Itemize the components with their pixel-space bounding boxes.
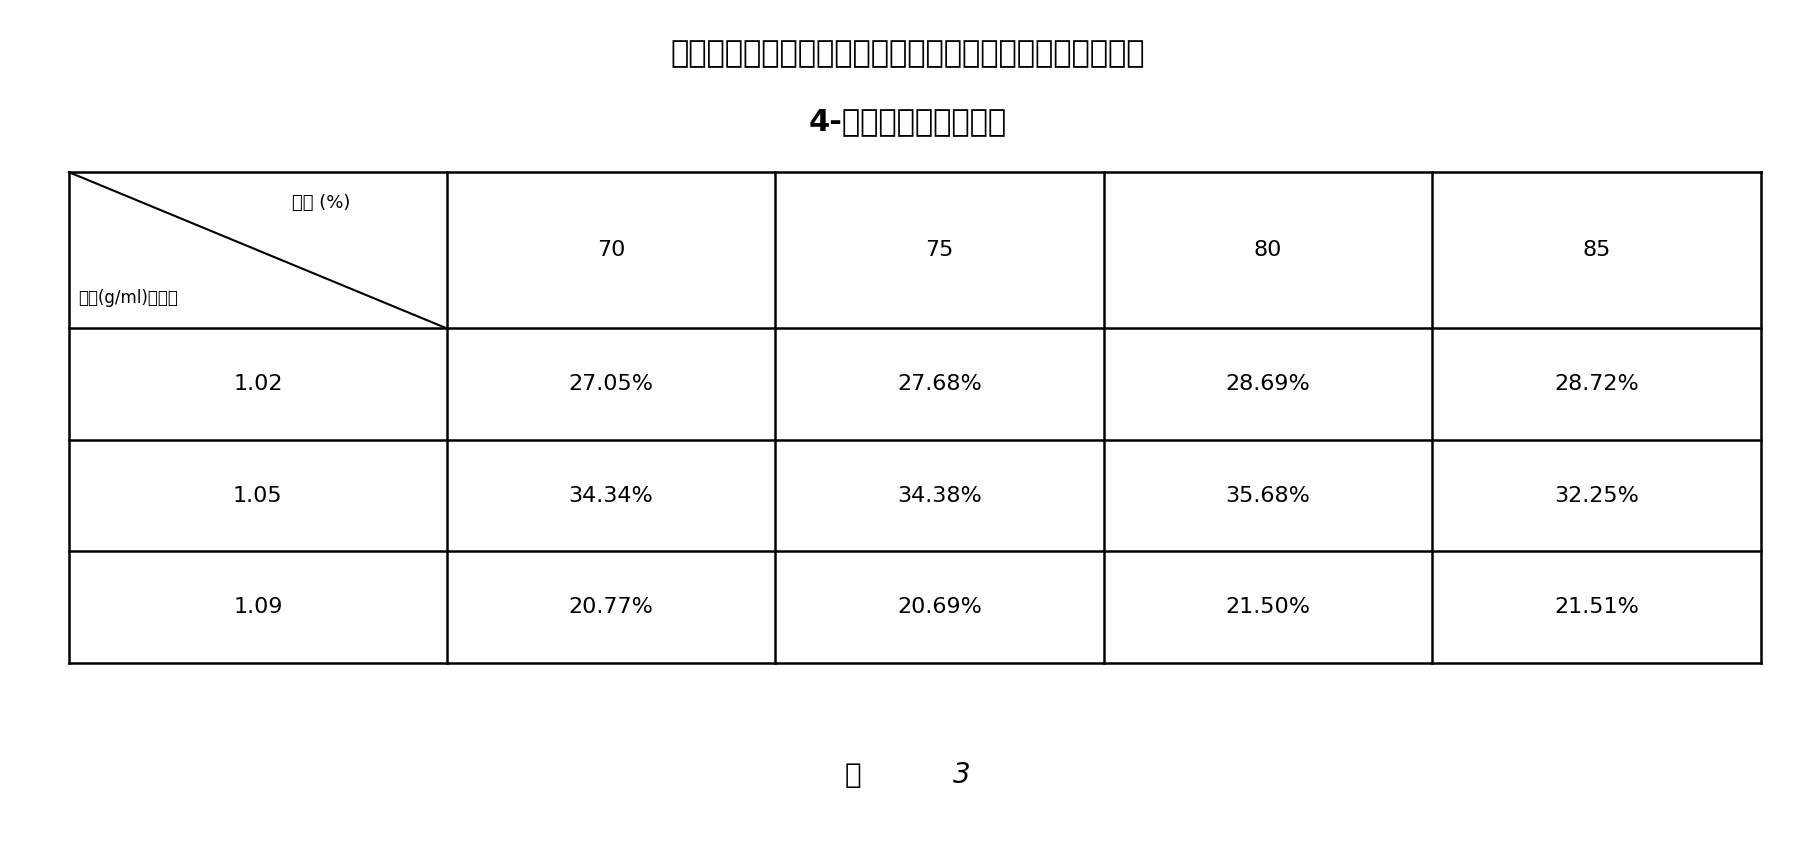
Text: 密度(g/ml)．含量: 密度(g/ml)．含量 bbox=[78, 288, 178, 307]
Text: 35.68%: 35.68% bbox=[1224, 486, 1310, 505]
Text: 32.25%: 32.25% bbox=[1553, 486, 1638, 505]
Text: 80: 80 bbox=[1253, 240, 1281, 260]
Text: 70: 70 bbox=[597, 240, 624, 260]
Text: 醇度 (%): 醇度 (%) bbox=[292, 194, 350, 212]
Text: 1.05: 1.05 bbox=[232, 486, 283, 505]
Text: 34.34%: 34.34% bbox=[568, 486, 653, 505]
Text: 27.68%: 27.68% bbox=[896, 375, 981, 394]
Text: 75: 75 bbox=[925, 240, 952, 260]
Text: 85: 85 bbox=[1582, 240, 1609, 260]
Text: 20.77%: 20.77% bbox=[568, 598, 653, 617]
Text: 27.05%: 27.05% bbox=[568, 375, 653, 394]
Text: 21.51%: 21.51% bbox=[1553, 598, 1638, 617]
Text: 21.50%: 21.50% bbox=[1224, 598, 1310, 617]
Text: 28.72%: 28.72% bbox=[1553, 375, 1638, 394]
Text: 1.02: 1.02 bbox=[232, 375, 283, 394]
Text: 20.69%: 20.69% bbox=[896, 598, 981, 617]
Text: 28.69%: 28.69% bbox=[1224, 375, 1310, 394]
Text: 4-羟基异亮氨酸含量表: 4-羟基异亮氨酸含量表 bbox=[807, 108, 1007, 137]
Text: 3: 3 bbox=[952, 761, 970, 789]
Text: 不同浓度乙醇与不同密度浓缩洗脱液、醇沉实验所获浸膏中: 不同浓度乙醇与不同密度浓缩洗脱液、醇沉实验所获浸膏中 bbox=[669, 39, 1145, 68]
Text: 图: 图 bbox=[844, 761, 862, 789]
Text: 1.09: 1.09 bbox=[232, 598, 283, 617]
Text: 34.38%: 34.38% bbox=[896, 486, 981, 505]
